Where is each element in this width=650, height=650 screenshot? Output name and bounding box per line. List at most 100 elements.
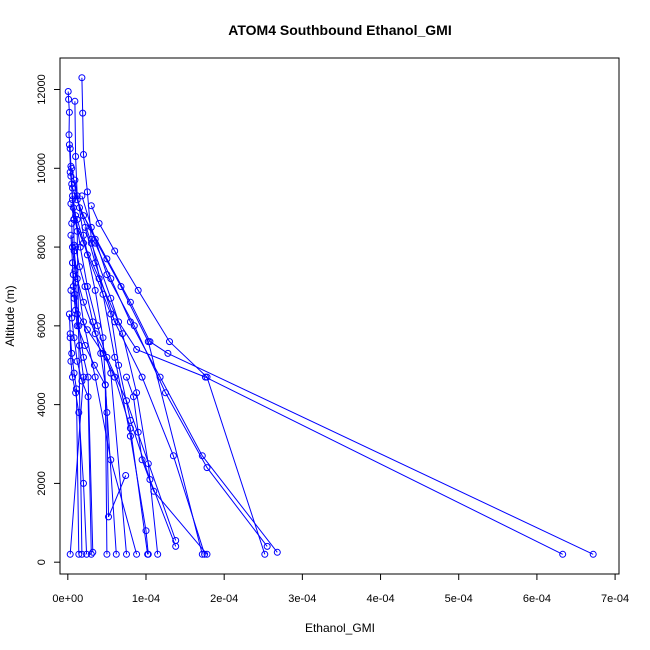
data-point [261, 550, 269, 558]
data-point [105, 513, 112, 521]
data-point [103, 409, 111, 416]
data-point [201, 550, 209, 558]
data-point [70, 334, 78, 342]
data-point [65, 310, 73, 318]
data-point [103, 255, 111, 263]
data-point [95, 219, 103, 227]
y-tick-label: 2000 [36, 471, 48, 495]
data-point [111, 247, 119, 255]
x-tick-label: 5e-04 [445, 593, 473, 605]
data-point [80, 318, 87, 326]
series-line [70, 290, 92, 555]
series-line [81, 195, 268, 547]
data-point [68, 219, 76, 227]
data-point [65, 95, 73, 103]
data-point [87, 550, 95, 558]
data-point [115, 318, 123, 326]
data-point [94, 322, 101, 330]
data-point [72, 243, 80, 251]
data-point [83, 550, 91, 558]
data-point [78, 550, 86, 558]
data-point [68, 164, 76, 172]
data-point [91, 239, 99, 247]
data-point [263, 542, 271, 550]
series-line [72, 195, 127, 555]
data-point [81, 283, 89, 290]
data-point [133, 346, 141, 353]
data-point [80, 353, 87, 361]
data-point [67, 357, 75, 365]
data-point [73, 227, 81, 235]
data-point [117, 283, 125, 290]
data-point [84, 373, 92, 381]
data-point [71, 176, 79, 184]
data-point [107, 369, 115, 377]
data-point [69, 204, 77, 212]
data-point [201, 373, 209, 381]
data-point [146, 338, 154, 346]
data-point [83, 188, 91, 196]
data-point [66, 550, 74, 558]
data-point [65, 141, 73, 149]
data-point [107, 294, 115, 302]
data-point [126, 298, 134, 306]
data-point [107, 456, 115, 464]
data-point [71, 97, 79, 105]
data-point [111, 318, 119, 326]
data-point [83, 251, 91, 259]
data-point [83, 326, 91, 334]
data-point [203, 550, 211, 558]
series-line [68, 144, 83, 555]
data-point [91, 286, 99, 294]
data-point [156, 373, 164, 381]
x-tick-label: 7e-04 [601, 593, 629, 605]
series-line [84, 227, 206, 555]
data-point [65, 131, 73, 139]
x-tick-label: 4e-04 [366, 593, 394, 605]
series-line [70, 235, 94, 553]
y-tick-label: 0 [36, 559, 48, 565]
data-point [91, 259, 99, 267]
data-point [71, 290, 79, 298]
data-point [146, 476, 154, 483]
data-point [72, 389, 80, 397]
y-tick-label: 6000 [36, 314, 48, 338]
data-point [133, 550, 141, 558]
data-point [89, 548, 97, 556]
data-point [66, 334, 74, 342]
data-point [203, 464, 211, 472]
data-point [80, 151, 87, 158]
y-tick-label: 8000 [36, 235, 48, 259]
data-point [90, 361, 98, 369]
data-point [138, 373, 146, 381]
chart-title: ATOM4 Southbound Ethanol_GMI [228, 22, 451, 38]
y-tick-label: 4000 [36, 392, 48, 416]
data-point [154, 550, 162, 558]
data-point [111, 373, 119, 381]
series-line [76, 219, 177, 547]
y-tick-label: 12000 [36, 74, 48, 105]
data-point [67, 172, 75, 180]
data-point [198, 550, 206, 558]
data-point [198, 452, 206, 460]
data-point [559, 550, 567, 558]
data-point [115, 361, 123, 369]
data-point [164, 349, 172, 357]
data-point [65, 108, 73, 116]
data-point [72, 153, 80, 160]
y-axis: 0 2000 4000 6000 8000 10000 12000 [36, 74, 61, 565]
data-point [126, 318, 134, 326]
x-tick-label: 2e-04 [210, 593, 238, 605]
data-point [107, 275, 115, 283]
data-point [79, 109, 87, 117]
data-point [87, 202, 95, 210]
data-point [273, 548, 281, 556]
series-line [71, 223, 177, 541]
data-point [123, 373, 130, 381]
series-line [69, 337, 88, 555]
data-point [75, 409, 83, 416]
x-axis: 0e+00 1e-04 2e-04 3e-04 4e-04 5e-04 6e-04 7e-04 [52, 573, 629, 605]
data-point [70, 369, 78, 377]
data-point [169, 452, 177, 460]
